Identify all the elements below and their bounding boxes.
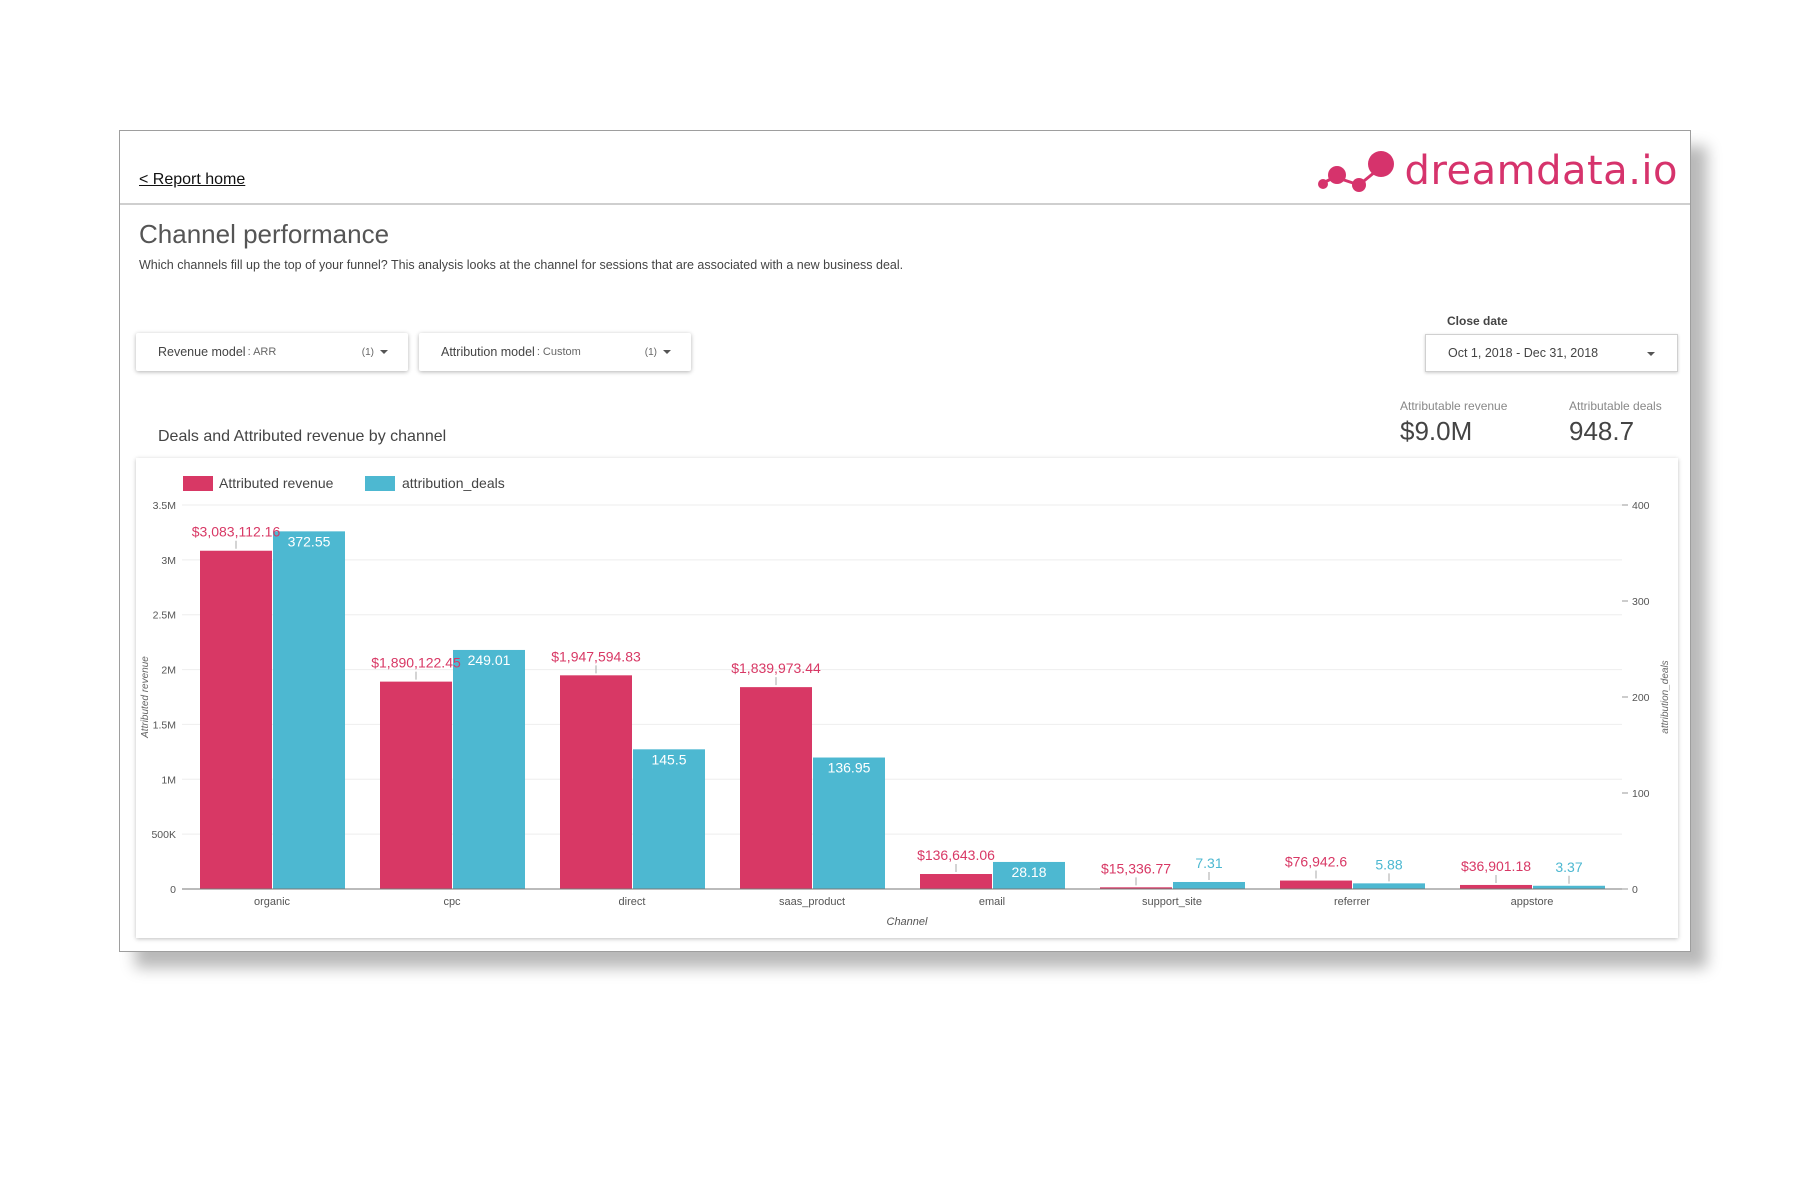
attribution-model-value: : Custom	[536, 346, 581, 358]
caret-down-icon	[663, 350, 671, 354]
kpi-value: $9.0M	[1400, 416, 1473, 446]
x-tick-label: saas_product	[779, 896, 845, 908]
revenue-data-label: $15,336.77	[1101, 860, 1171, 876]
deals-data-label: 372.55	[288, 533, 331, 549]
kpi-value: 948.7	[1569, 416, 1635, 446]
revenue-bar	[920, 874, 992, 889]
y2-axis-title: attribution_deals	[1660, 660, 1671, 733]
deals-data-label: 5.88	[1375, 856, 1402, 872]
legend-label-deals: attribution_deals	[402, 475, 505, 491]
chart-title: Deals and Attributed revenue by channel	[158, 428, 447, 445]
caret-down-icon	[380, 350, 388, 354]
brand-name: dreamdata.io	[1404, 148, 1678, 194]
y-tick-label: 3M	[161, 555, 176, 567]
y-tick-label: 3.5M	[153, 500, 176, 512]
deals-bar	[1533, 885, 1605, 889]
y-tick-label: 1M	[161, 774, 176, 786]
y2-tick-label: 200	[1632, 692, 1650, 704]
x-tick-label: email	[979, 896, 1005, 908]
report-frame: < Report home dreamdata.io Channel perfo…	[119, 130, 1691, 952]
caret-down-icon	[1647, 352, 1655, 356]
x-tick-label: direct	[619, 896, 646, 908]
y-tick-label: 1.5M	[153, 719, 176, 731]
revenue-bar	[380, 681, 452, 889]
revenue-bar	[560, 675, 632, 889]
close-date-value: Oct 1, 2018 - Dec 31, 2018	[1448, 346, 1599, 360]
close-date-label: Close date	[1447, 314, 1508, 328]
x-tick-label: appstore	[1511, 896, 1554, 908]
y-tick-label: 2.5M	[153, 610, 176, 622]
revenue-data-label: $1,890,122.45	[371, 655, 461, 671]
legend-label-revenue: Attributed revenue	[219, 475, 334, 491]
revenue-data-label: $36,901.18	[1461, 858, 1531, 874]
report-home-link[interactable]: < Report home	[139, 171, 246, 188]
y2-tick-label: 300	[1632, 596, 1650, 608]
revenue-data-label: $3,083,112.16	[192, 524, 281, 540]
kpi-attributable-deals: Attributable deals 948.7	[1569, 399, 1662, 447]
revenue-model-label: Revenue model	[158, 345, 246, 359]
y2-tick-label: 100	[1632, 788, 1650, 800]
report-header: < Report home dreamdata.io	[120, 131, 1690, 205]
close-date-picker[interactable]: Oct 1, 2018 - Dec 31, 2018	[1425, 334, 1678, 372]
x-tick-label: cpc	[443, 896, 461, 908]
deals-data-label: 3.37	[1555, 859, 1582, 875]
revenue-data-label: $136,643.06	[917, 847, 995, 863]
deals-data-label: 145.5	[651, 751, 686, 767]
y-tick-label: 2M	[161, 665, 176, 677]
bar-chart: 0 500K 1M 1.5M 2M 2.5M 3M 3.5M 0 100 200 300 400 Attr…	[140, 475, 1671, 928]
y2-tick-label: 0	[1632, 884, 1638, 896]
deals-data-label: 7.31	[1195, 855, 1222, 871]
revenue-bar	[1280, 880, 1352, 889]
brand-logo: dreamdata.io	[1317, 147, 1678, 195]
revenue-model-value: : ARR	[247, 346, 277, 358]
deals-data-label: 249.01	[468, 652, 511, 668]
kpi-label: Attributable revenue	[1400, 399, 1508, 413]
attribution-model-filter[interactable]: Attribution model: Custom (1)	[419, 333, 691, 371]
y-tick-label: 0	[170, 884, 176, 896]
deals-bar	[273, 531, 345, 889]
deals-data-label: 136.95	[828, 760, 871, 776]
page-title: Channel performance	[139, 219, 390, 249]
attribution-model-count: (1)	[644, 346, 657, 358]
x-tick-label: referrer	[1334, 896, 1370, 908]
deals-bar	[1353, 883, 1425, 889]
kpi-label: Attributable deals	[1569, 399, 1662, 413]
deals-bar	[1173, 881, 1245, 889]
revenue-bar	[740, 687, 812, 889]
legend-swatch-revenue	[183, 476, 213, 491]
deals-bar	[633, 749, 705, 889]
attribution-model-label: Attribution model	[441, 345, 535, 359]
revenue-model-filter[interactable]: Revenue model: ARR (1)	[136, 333, 408, 371]
revenue-bar	[1100, 887, 1172, 889]
dreamdata-logo-icon	[1317, 151, 1394, 192]
deals-bar	[453, 649, 525, 889]
x-tick-label: support_site	[1142, 896, 1202, 908]
revenue-bar	[200, 550, 272, 889]
page-description: Which channels fill up the top of your f…	[139, 258, 904, 272]
revenue-data-label: $1,947,594.83	[551, 648, 641, 664]
y2-tick-label: 400	[1632, 500, 1650, 512]
x-tick-label: organic	[254, 896, 291, 908]
y-axis-title: Attributed revenue	[140, 656, 151, 739]
revenue-model-count: (1)	[361, 346, 374, 358]
chart-card: 0 500K 1M 1.5M 2M 2.5M 3M 3.5M 0 100 200 300 400 Attr…	[136, 458, 1678, 938]
legend-swatch-deals	[365, 476, 395, 491]
revenue-data-label: $1,839,973.44	[731, 660, 821, 676]
revenue-data-label: $76,942.6	[1285, 854, 1347, 870]
revenue-bar	[1460, 884, 1532, 889]
deals-bar	[813, 757, 885, 889]
y-tick-label: 500K	[151, 829, 176, 841]
kpi-attributable-revenue: Attributable revenue $9.0M	[1400, 399, 1507, 447]
deals-bar	[993, 861, 1065, 889]
deals-data-label: 28.18	[1011, 864, 1046, 880]
x-axis-title: Channel	[887, 916, 929, 928]
